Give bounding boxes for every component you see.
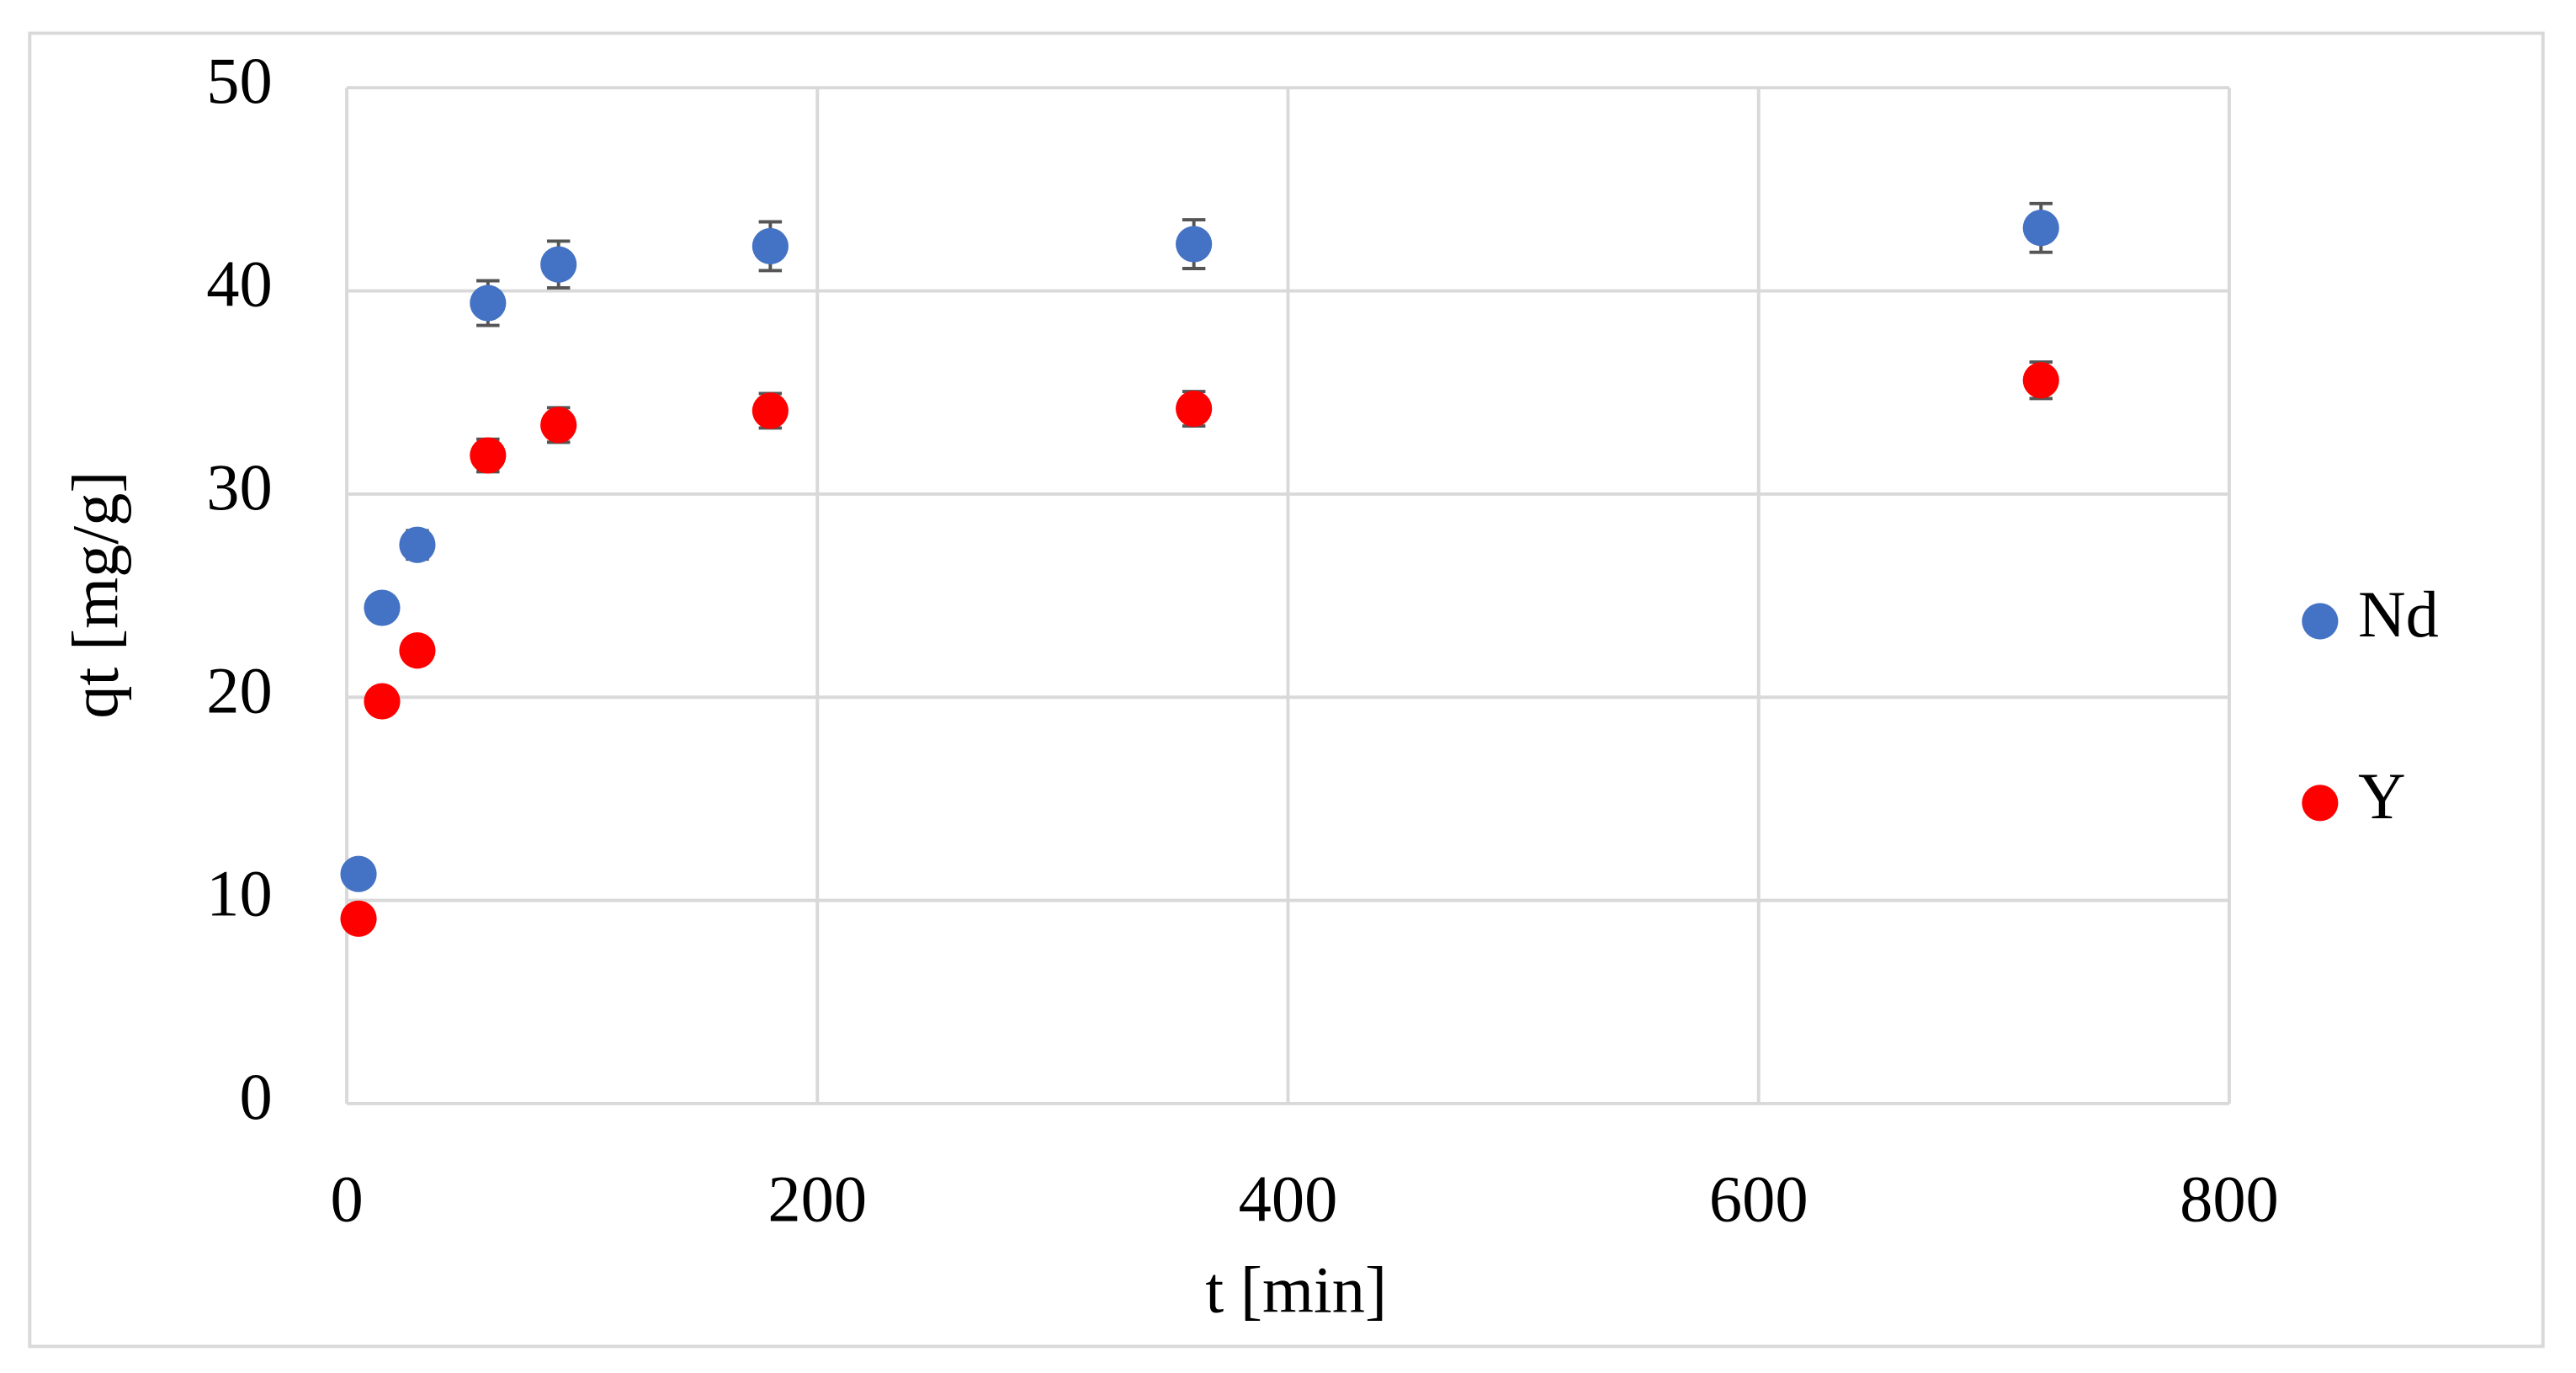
legend-marker [2302, 603, 2339, 640]
legend-label: Y [2358, 759, 2406, 833]
x-tick-label: 200 [767, 1163, 867, 1236]
data-point [1176, 390, 1213, 428]
data-point [540, 246, 577, 283]
data-point [1176, 226, 1213, 263]
y-tick-label: 40 [206, 247, 272, 321]
data-point [540, 407, 577, 444]
data-point [399, 632, 436, 669]
x-tick-label: 400 [1239, 1163, 1338, 1236]
y-tick-label: 30 [206, 450, 272, 524]
data-point [364, 683, 401, 720]
data-point [364, 589, 401, 626]
data-point [752, 227, 789, 265]
y-tick-label: 0 [240, 1060, 273, 1133]
data-point [340, 855, 377, 892]
y-tick-label: 10 [206, 857, 272, 930]
data-point [2022, 362, 2059, 399]
data-point [470, 285, 507, 322]
data-point [340, 900, 377, 937]
legend-marker [2302, 785, 2339, 822]
y-tick-label: 50 [206, 44, 272, 117]
data-point [470, 437, 507, 474]
legend-label: Nd [2358, 577, 2439, 651]
x-tick-label: 0 [330, 1163, 363, 1236]
data-point [2022, 210, 2059, 247]
data-point [399, 526, 436, 563]
x-tick-label: 600 [1709, 1163, 1809, 1236]
x-tick-label: 800 [2180, 1163, 2279, 1236]
x-axis-title: t [min] [1205, 1253, 1387, 1327]
chart-frame [28, 31, 2545, 1349]
y-tick-label: 20 [206, 653, 272, 726]
data-point [752, 392, 789, 429]
y-axis-title: qt [mg/g] [59, 471, 132, 718]
